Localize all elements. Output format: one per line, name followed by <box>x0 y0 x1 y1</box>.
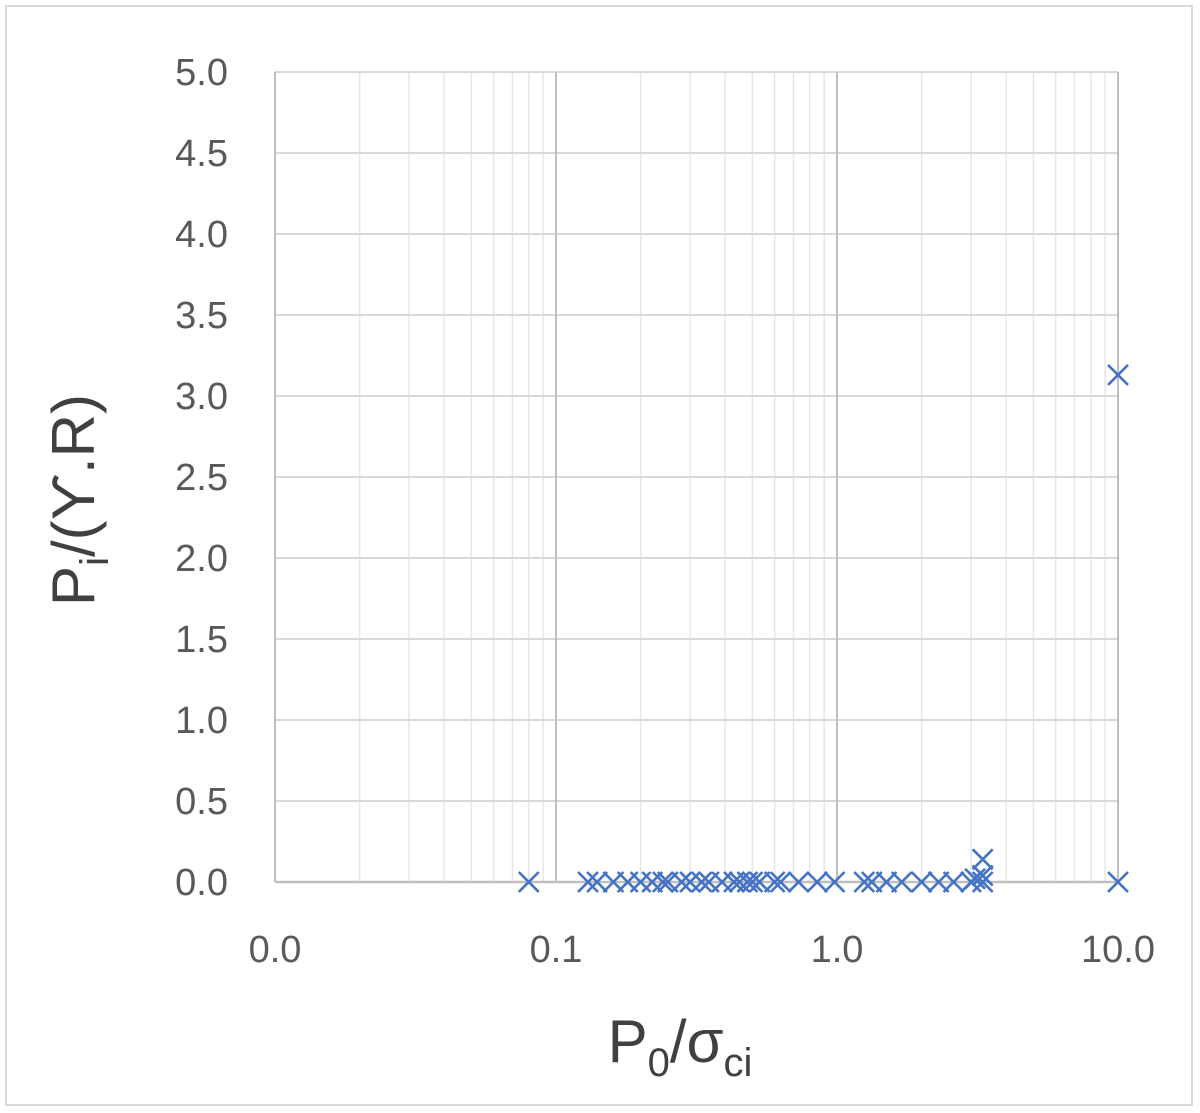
marker-stroke <box>769 871 792 893</box>
data-point <box>763 871 786 893</box>
marker-stroke <box>763 871 786 893</box>
data-point <box>769 871 792 893</box>
y-tick-label: 0.5 <box>175 781 228 823</box>
data-points <box>517 364 1129 893</box>
x-tick-label: 1.0 <box>811 929 864 971</box>
marker-stroke <box>577 871 599 893</box>
y-axis-title: Pi/(ϒ.R) <box>40 394 117 606</box>
data-point <box>875 871 898 893</box>
y-tick-label: 2.5 <box>175 457 228 499</box>
data-point <box>670 871 693 893</box>
marker-stroke <box>741 871 764 893</box>
data-point <box>971 864 994 887</box>
data-point <box>1107 364 1129 386</box>
data-point <box>577 871 599 893</box>
y-tick-label: 5.0 <box>175 52 228 94</box>
data-point <box>971 871 994 893</box>
marker-stroke <box>670 871 693 893</box>
data-point <box>1107 871 1129 893</box>
data-point <box>690 871 713 893</box>
marker-stroke <box>787 871 810 893</box>
chart-frame <box>5 5 1193 1106</box>
y-tick-label: 3.5 <box>175 295 228 337</box>
marker-stroke <box>971 864 994 887</box>
marker-stroke <box>971 871 994 893</box>
marker-stroke <box>651 871 674 893</box>
marker-stroke <box>641 871 664 893</box>
data-point <box>890 871 913 893</box>
y-tick-label: 4.0 <box>175 214 228 256</box>
marker-stroke <box>1107 364 1129 386</box>
data-point <box>641 871 664 893</box>
data-point <box>586 871 608 893</box>
y-tick-label: 3.0 <box>175 376 228 418</box>
y-tick-label: 1.5 <box>175 619 228 661</box>
data-point <box>942 871 965 893</box>
data-point <box>806 871 829 893</box>
marker-stroke <box>964 867 986 890</box>
y-tick-label: 2.0 <box>175 538 228 580</box>
marker-stroke <box>806 871 829 893</box>
y-tick-label: 0.0 <box>175 862 228 904</box>
x-axis-title: P0/σci <box>608 1008 753 1085</box>
marker-stroke <box>586 871 608 893</box>
y-tick-label: 4.5 <box>175 133 228 175</box>
y-tick-labels: 0.0 0.5 1.0 1.5 2.0 2.5 3.0 3.5 4.0 4.5 5.0 <box>175 52 228 904</box>
marker-stroke <box>1107 871 1129 893</box>
marker-stroke <box>890 871 913 893</box>
data-point <box>651 871 674 893</box>
data-point <box>964 867 986 890</box>
x-tick-label: 0.0 <box>249 929 302 971</box>
x-tick-label: 0.1 <box>530 929 583 971</box>
marker-stroke <box>971 848 994 871</box>
data-point <box>741 871 764 893</box>
data-point <box>787 871 810 893</box>
x-tick-labels: 0.0 0.1 1.0 10.0 <box>249 929 1155 971</box>
marker-stroke <box>875 871 898 893</box>
marker-stroke <box>517 871 540 893</box>
data-point <box>517 871 540 893</box>
data-point <box>971 848 994 871</box>
data-point <box>853 871 876 893</box>
x-tick-label: 10.0 <box>1081 929 1155 971</box>
marker-stroke <box>823 871 846 893</box>
marker-stroke <box>942 871 965 893</box>
y-tick-label: 1.0 <box>175 700 228 742</box>
data-point <box>910 871 933 893</box>
marker-stroke <box>910 871 933 893</box>
major-gridlines <box>274 71 1119 882</box>
marker-stroke <box>690 871 713 893</box>
marker-stroke <box>853 871 876 893</box>
data-point <box>823 871 846 893</box>
